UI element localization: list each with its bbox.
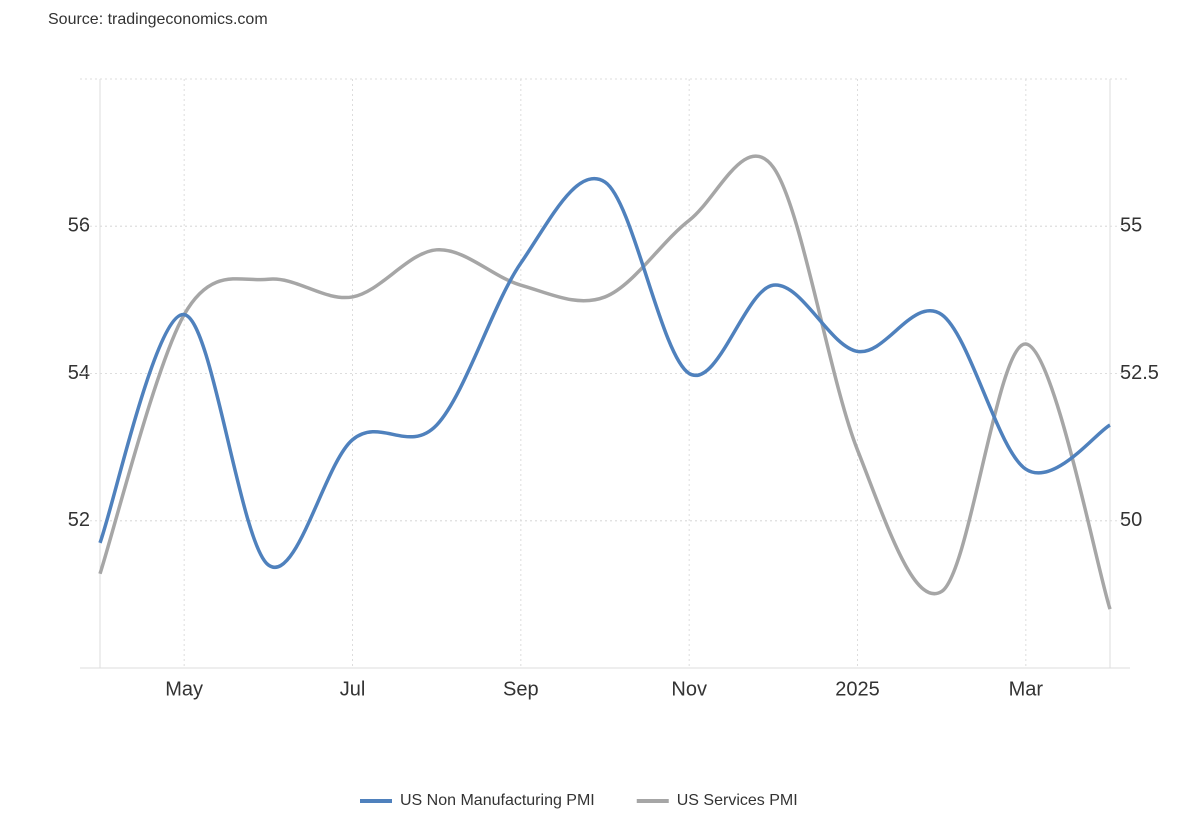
y-tick-label: 54 [68, 362, 90, 384]
series-line [98, 176, 1111, 569]
y2-tick-label: 50 [1120, 509, 1142, 531]
x-tick-label: Nov [671, 678, 707, 700]
x-tick-label: May [165, 678, 203, 700]
x-tick-label: Mar [1009, 678, 1044, 700]
x-tick-label: Jul [340, 678, 366, 700]
y2-tick-label: 52.5 [1120, 362, 1159, 384]
y-tick-label: 56 [68, 215, 90, 237]
y-tick-label: 52 [68, 509, 90, 531]
series-line [98, 154, 1112, 610]
x-tick-label: Sep [503, 678, 539, 700]
source: Source: tradingeconomics.com [48, 11, 268, 28]
legend-label: US Services PMI [677, 792, 798, 809]
y2-tick-label: 55 [1120, 215, 1142, 237]
x-tick-label: 2025 [835, 678, 880, 700]
legend-label: US Non Manufacturing PMI [400, 792, 595, 809]
